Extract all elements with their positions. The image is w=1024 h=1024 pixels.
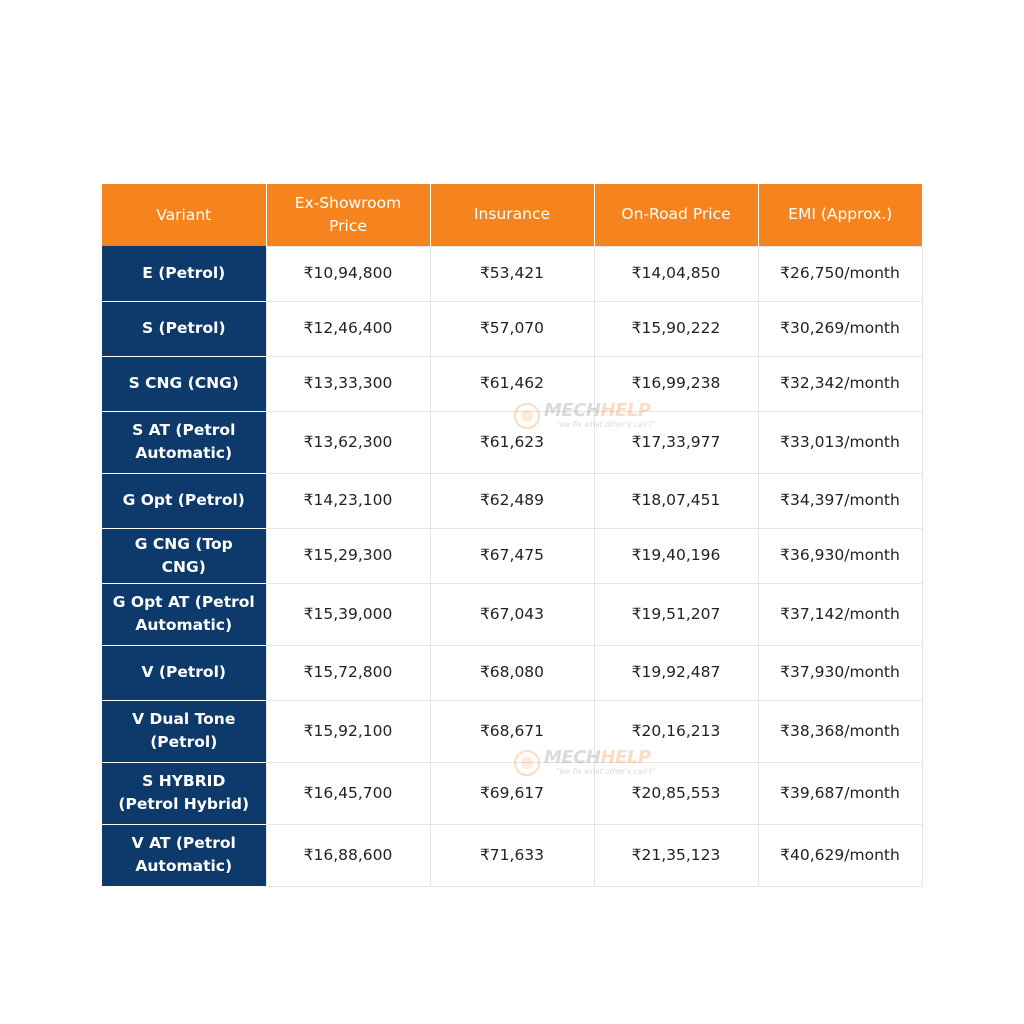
on-road-cell: ₹17,33,977 bbox=[593, 410, 759, 474]
insurance-cell: ₹61,462 bbox=[429, 355, 595, 412]
insurance-cell: ₹53,421 bbox=[429, 245, 595, 302]
insurance-cell: ₹67,043 bbox=[429, 582, 595, 646]
variant-cell: S (Petrol) bbox=[102, 301, 266, 357]
ex-showroom-cell: ₹15,29,300 bbox=[265, 527, 431, 584]
ex-showroom-cell: ₹10,94,800 bbox=[265, 245, 431, 302]
table-row: E (Petrol) ₹10,94,800 ₹53,421 ₹14,04,850… bbox=[102, 245, 923, 302]
ex-showroom-cell: ₹12,46,400 bbox=[265, 300, 431, 357]
ex-showroom-cell: ₹15,92,100 bbox=[265, 699, 431, 763]
insurance-cell: ₹61,623 bbox=[429, 410, 595, 474]
emi-cell: ₹37,930/month bbox=[757, 644, 923, 701]
on-road-cell: ₹19,51,207 bbox=[593, 582, 759, 646]
insurance-cell: ₹57,070 bbox=[429, 300, 595, 357]
on-road-cell: ₹15,90,222 bbox=[593, 300, 759, 357]
header-variant: Variant bbox=[102, 184, 267, 246]
variant-cell: V (Petrol) bbox=[102, 645, 266, 701]
on-road-cell: ₹14,04,850 bbox=[593, 245, 759, 302]
on-road-cell: ₹16,99,238 bbox=[593, 355, 759, 412]
table-row: V Dual Tone (Petrol) ₹15,92,100 ₹68,671 … bbox=[102, 699, 923, 763]
ex-showroom-cell: ₹16,45,700 bbox=[265, 761, 431, 825]
variant-cell: G CNG (Top CNG) bbox=[102, 528, 266, 584]
emi-cell: ₹37,142/month bbox=[757, 582, 923, 646]
header-insurance: Insurance bbox=[430, 184, 595, 246]
emi-cell: ₹40,629/month bbox=[757, 823, 923, 887]
insurance-cell: ₹67,475 bbox=[429, 527, 595, 584]
on-road-cell: ₹20,16,213 bbox=[593, 699, 759, 763]
table-row: G Opt AT (Petrol Automatic) ₹15,39,000 ₹… bbox=[102, 582, 923, 646]
on-road-cell: ₹19,92,487 bbox=[593, 644, 759, 701]
table-row: G Opt (Petrol) ₹14,23,100 ₹62,489 ₹18,07… bbox=[102, 472, 923, 529]
insurance-cell: ₹71,633 bbox=[429, 823, 595, 887]
emi-cell: ₹33,013/month bbox=[757, 410, 923, 474]
on-road-cell: ₹21,35,123 bbox=[593, 823, 759, 887]
table-row: V AT (Petrol Automatic) ₹16,88,600 ₹71,6… bbox=[102, 823, 923, 887]
table-row: V (Petrol) ₹15,72,800 ₹68,080 ₹19,92,487… bbox=[102, 644, 923, 701]
ex-showroom-cell: ₹14,23,100 bbox=[265, 472, 431, 529]
variant-cell: S CNG (CNG) bbox=[102, 356, 266, 412]
variant-cell: G Opt (Petrol) bbox=[102, 473, 266, 529]
variant-cell: S AT (Petrol Automatic) bbox=[102, 411, 266, 474]
ex-showroom-cell: ₹15,72,800 bbox=[265, 644, 431, 701]
header-emi: EMI (Approx.) bbox=[758, 184, 922, 246]
table-header-row: Variant Ex-Showroom Price Insurance On-R… bbox=[102, 184, 922, 246]
on-road-cell: ₹20,85,553 bbox=[593, 761, 759, 825]
on-road-cell: ₹18,07,451 bbox=[593, 472, 759, 529]
variant-cell: V Dual Tone (Petrol) bbox=[102, 700, 266, 763]
table-row: S HYBRID (Petrol Hybrid) ₹16,45,700 ₹69,… bbox=[102, 761, 923, 825]
table-row: G CNG (Top CNG) ₹15,29,300 ₹67,475 ₹19,4… bbox=[102, 527, 923, 584]
price-table-container: Variant Ex-Showroom Price Insurance On-R… bbox=[102, 184, 923, 887]
insurance-cell: ₹68,080 bbox=[429, 644, 595, 701]
header-on-road-price: On-Road Price bbox=[594, 184, 759, 246]
variant-cell: V AT (Petrol Automatic) bbox=[102, 824, 266, 887]
ex-showroom-cell: ₹13,33,300 bbox=[265, 355, 431, 412]
emi-cell: ₹32,342/month bbox=[757, 355, 923, 412]
emi-cell: ₹38,368/month bbox=[757, 699, 923, 763]
emi-cell: ₹36,930/month bbox=[757, 527, 923, 584]
emi-cell: ₹34,397/month bbox=[757, 472, 923, 529]
table-row: S (Petrol) ₹12,46,400 ₹57,070 ₹15,90,222… bbox=[102, 300, 923, 357]
on-road-cell: ₹19,40,196 bbox=[593, 527, 759, 584]
insurance-cell: ₹68,671 bbox=[429, 699, 595, 763]
variant-cell: G Opt AT (Petrol Automatic) bbox=[102, 583, 266, 646]
emi-cell: ₹26,750/month bbox=[757, 245, 923, 302]
table-row: S CNG (CNG) ₹13,33,300 ₹61,462 ₹16,99,23… bbox=[102, 355, 923, 412]
table-row: S AT (Petrol Automatic) ₹13,62,300 ₹61,6… bbox=[102, 410, 923, 474]
variant-cell: S HYBRID (Petrol Hybrid) bbox=[102, 762, 266, 825]
header-ex-showroom-price: Ex-Showroom Price bbox=[266, 184, 431, 246]
ex-showroom-cell: ₹16,88,600 bbox=[265, 823, 431, 887]
insurance-cell: ₹69,617 bbox=[429, 761, 595, 825]
variant-price-table: Variant Ex-Showroom Price Insurance On-R… bbox=[102, 184, 923, 887]
ex-showroom-cell: ₹13,62,300 bbox=[265, 410, 431, 474]
variant-cell: E (Petrol) bbox=[102, 246, 266, 302]
ex-showroom-cell: ₹15,39,000 bbox=[265, 582, 431, 646]
insurance-cell: ₹62,489 bbox=[429, 472, 595, 529]
emi-cell: ₹30,269/month bbox=[757, 300, 923, 357]
emi-cell: ₹39,687/month bbox=[757, 761, 923, 825]
